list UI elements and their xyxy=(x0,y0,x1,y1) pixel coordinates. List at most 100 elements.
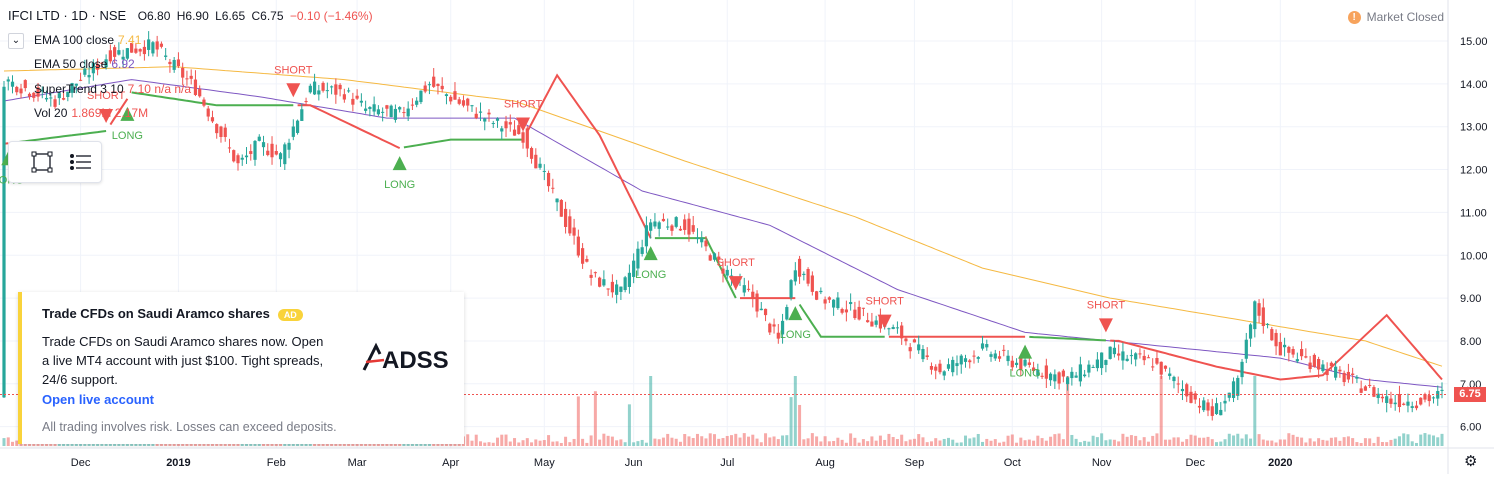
volume-bar xyxy=(581,438,585,446)
volume-bar xyxy=(908,439,912,446)
candle-body xyxy=(606,288,610,290)
candle-body xyxy=(66,91,70,97)
candle-body xyxy=(176,59,181,67)
candle-body xyxy=(1380,396,1385,399)
volume-bar xyxy=(28,442,32,446)
candle-body xyxy=(274,151,278,155)
candle-body xyxy=(1134,353,1138,360)
supertrend-line xyxy=(109,98,129,126)
candle-body xyxy=(1244,339,1248,359)
volume-bar xyxy=(793,376,797,446)
candle-body xyxy=(283,144,287,165)
candle-body xyxy=(951,359,955,373)
candle-body xyxy=(215,124,219,134)
volume-bar xyxy=(1414,442,1418,446)
volume-bar xyxy=(525,438,529,446)
candle-body xyxy=(1210,406,1214,416)
volume-bar xyxy=(1270,440,1274,446)
indicator-supertrend[interactable]: SuperTrend 3 10 7.10 n/a n/a xyxy=(34,82,191,96)
volume-bar xyxy=(925,442,929,446)
candle-body xyxy=(1057,372,1061,384)
symbol-title[interactable]: IFCI LTD · 1D · NSE xyxy=(8,8,127,23)
volume-bar xyxy=(1232,435,1236,446)
volume-bar xyxy=(385,442,389,446)
object-tree-icon[interactable] xyxy=(67,149,93,175)
candle-body xyxy=(712,253,717,260)
candle-body xyxy=(130,42,134,53)
volume-bar xyxy=(891,437,895,446)
volume-bar xyxy=(819,441,823,446)
volume-bar xyxy=(572,438,576,446)
candle-body xyxy=(338,84,342,90)
volume-bar xyxy=(1138,440,1142,446)
volume-bar xyxy=(946,437,950,446)
ad-banner[interactable]: Trade CFDs on Saudi Aramco shares AD Trad… xyxy=(18,292,464,444)
volume-bar xyxy=(1359,442,1363,446)
time-tick-label: Oct xyxy=(1004,457,1021,469)
volume-bar xyxy=(895,439,899,446)
candle-body xyxy=(1044,365,1048,379)
volume-bar xyxy=(989,440,993,446)
volume-bar xyxy=(942,438,946,446)
indicator-ema50[interactable]: EMA 50 close 6.92 xyxy=(34,57,135,71)
open-live-account-link[interactable]: Open live account xyxy=(42,392,154,407)
candle-body xyxy=(1346,371,1351,380)
volume-bar xyxy=(704,438,708,446)
candle-body xyxy=(202,99,206,106)
candle-body xyxy=(1427,395,1431,402)
long-signal-label: LONG xyxy=(112,130,143,142)
volume-bar xyxy=(806,438,810,446)
time-tick-label: Mar xyxy=(348,457,367,469)
candle-body xyxy=(644,225,649,247)
volume-bar xyxy=(1197,437,1201,446)
candle-body xyxy=(419,90,423,103)
long-signal-label: LONG xyxy=(1009,368,1040,380)
candle-body xyxy=(649,222,653,231)
candle-body xyxy=(1355,376,1359,379)
indicator-volume[interactable]: Vol 20 1.869M 2.17M xyxy=(34,106,148,120)
candle-body xyxy=(653,221,657,227)
candle-body xyxy=(581,248,585,264)
volume-bar xyxy=(1351,438,1355,446)
volume-bar xyxy=(632,442,636,446)
price-tick-label: 8.00 xyxy=(1460,336,1481,348)
candle-body xyxy=(627,272,632,287)
volume-bar xyxy=(1125,436,1129,446)
volume-bar xyxy=(1431,435,1435,446)
candle-body xyxy=(381,111,385,113)
candle-body xyxy=(666,226,670,228)
candle-body xyxy=(1295,359,1299,362)
candle-body xyxy=(257,136,261,141)
candle-body xyxy=(1070,371,1074,379)
candle-body xyxy=(432,76,436,87)
market-status[interactable]: ! Market Closed xyxy=(1347,10,1444,24)
indicator-label: SuperTrend 3 10 xyxy=(34,82,124,96)
volume-bar xyxy=(968,438,972,446)
indicator-ema100[interactable]: EMA 100 close 7.41 xyxy=(34,33,141,47)
ohlc-readout: O6.80 H6.90 L6.65 C6.75 −0.10 (−1.46%) xyxy=(138,9,376,23)
volume-bar xyxy=(972,437,976,446)
candle-body xyxy=(1419,397,1423,405)
adss-logo[interactable]: ADSS xyxy=(362,340,458,376)
volume-bar xyxy=(964,435,968,446)
collapse-legend-button[interactable]: ⌄ xyxy=(8,33,24,49)
candle-body xyxy=(304,101,308,103)
volume-bar xyxy=(1244,434,1248,446)
short-signal-label: SHORT xyxy=(1087,299,1126,311)
rectangle-tool-icon[interactable] xyxy=(29,149,55,175)
candle-body xyxy=(925,355,929,358)
volume-bar xyxy=(998,442,1002,446)
volume-bar xyxy=(912,438,916,446)
candle-body xyxy=(138,49,142,52)
candle-body xyxy=(457,99,461,104)
volume-bar xyxy=(1402,433,1406,446)
volume-bar xyxy=(1078,442,1082,446)
candle-body xyxy=(687,218,691,235)
candle-body xyxy=(368,107,372,110)
gear-icon[interactable]: ⚙ xyxy=(1464,453,1478,470)
volume-bar xyxy=(755,438,759,446)
candle-body xyxy=(763,308,768,316)
long-signal-label: LONG xyxy=(780,329,811,341)
